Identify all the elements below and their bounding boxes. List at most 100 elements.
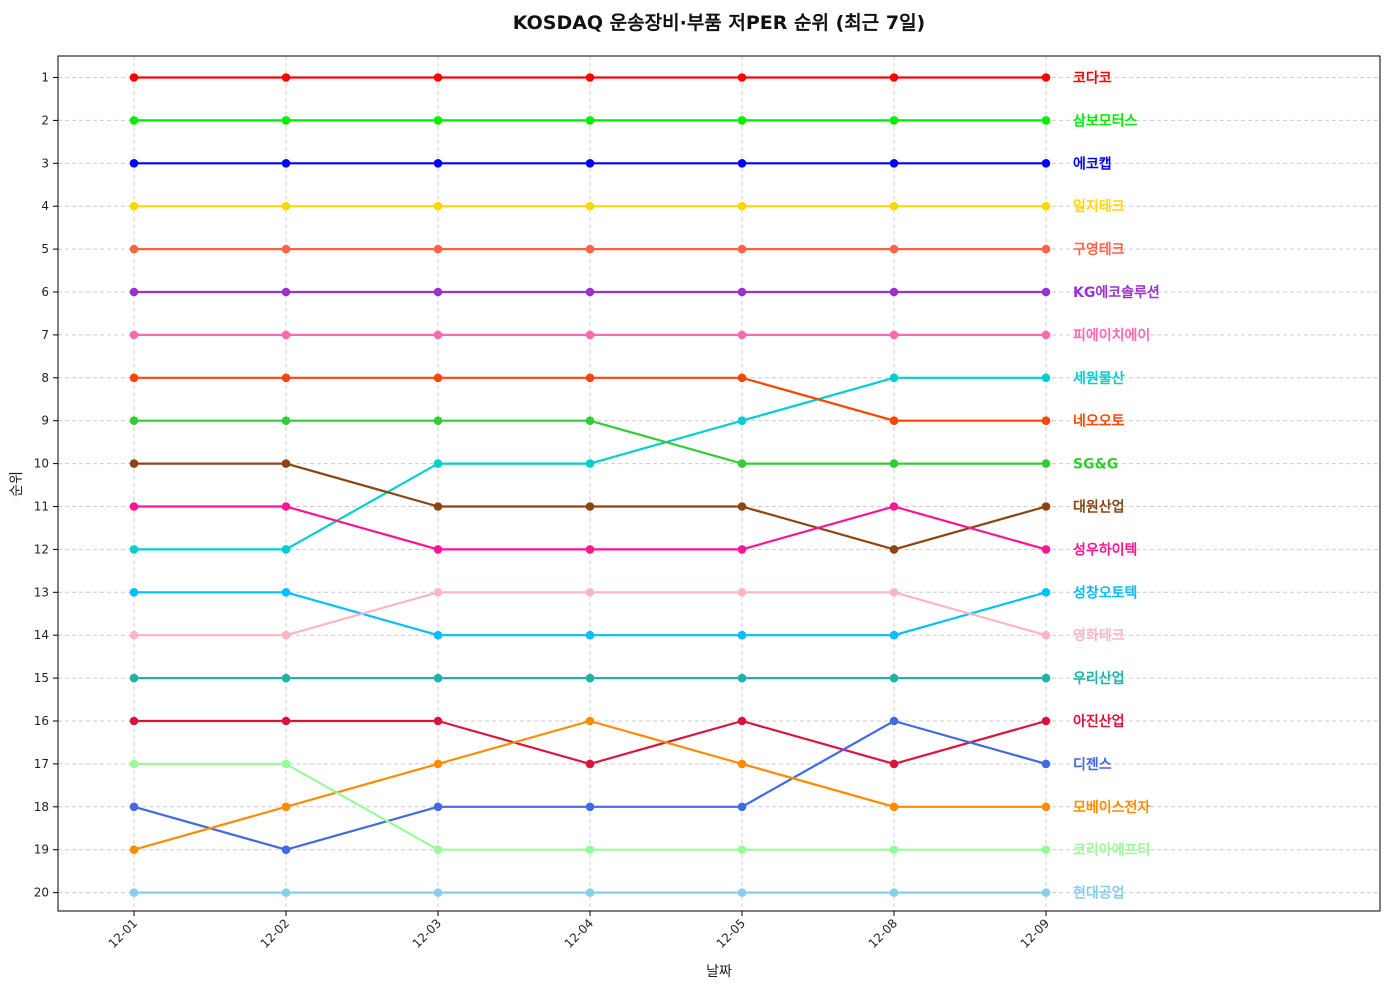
data-point [737, 244, 747, 254]
data-point [433, 330, 443, 340]
data-point [889, 459, 899, 468]
data-point [737, 373, 747, 383]
data-point [433, 545, 443, 554]
data-point [585, 330, 595, 340]
y-tick-label: 5 [41, 242, 49, 256]
data-point [433, 459, 443, 468]
data-point [1041, 330, 1051, 340]
data-point [129, 673, 139, 683]
series-end-label: 세원물산 [1073, 370, 1125, 387]
data-point [281, 845, 291, 854]
data-point [585, 759, 595, 769]
series-end-label: KG에코솔루션 [1073, 284, 1160, 301]
x-tick-label: 12-05 [714, 916, 749, 951]
data-point [433, 716, 443, 726]
series-line [129, 459, 1051, 554]
data-point [129, 201, 139, 211]
data-point [281, 630, 291, 640]
series-end-label: 성우하이텍 [1073, 541, 1137, 558]
data-point [585, 244, 595, 254]
data-point [1041, 673, 1051, 683]
data-point [737, 630, 747, 640]
data-point [889, 716, 899, 726]
x-tick-label: 12-09 [1018, 916, 1053, 951]
data-point [1041, 588, 1051, 597]
series-line [129, 716, 1051, 854]
data-point [1041, 502, 1051, 511]
data-point [433, 287, 443, 297]
data-point [585, 459, 595, 468]
y-tick-label: 18 [34, 800, 49, 814]
data-point [737, 716, 747, 726]
series-end-label: 현대공업 [1073, 886, 1125, 902]
data-point [737, 73, 747, 82]
data-point [889, 73, 899, 82]
x-tick-label: 12-04 [562, 916, 597, 951]
data-point [129, 116, 139, 125]
data-point [737, 416, 747, 426]
data-point [1041, 845, 1051, 854]
series-line [129, 244, 1051, 254]
data-point [1041, 630, 1051, 640]
data-point [129, 588, 139, 597]
x-axis-title: 날짜 [706, 964, 732, 980]
data-point [281, 116, 291, 125]
x-tick-label: 12-08 [866, 916, 901, 951]
series-line [129, 716, 1051, 854]
data-point [889, 244, 899, 254]
y-tick-label: 13 [34, 585, 49, 599]
series-line [129, 502, 1051, 554]
series-line [129, 373, 1051, 426]
y-tick-label: 9 [41, 414, 49, 428]
data-point [1041, 373, 1051, 383]
data-point [281, 545, 291, 554]
series-end-label: 성창오토텍 [1073, 584, 1137, 601]
data-point [281, 759, 291, 769]
data-point [281, 73, 291, 82]
data-point [1041, 159, 1051, 168]
data-point [737, 159, 747, 168]
data-point [585, 116, 595, 125]
data-point [433, 201, 443, 211]
data-point [1041, 459, 1051, 468]
y-tick-label: 20 [34, 886, 49, 900]
data-point [585, 159, 595, 168]
y-tick-label: 17 [34, 757, 49, 771]
data-point [1041, 201, 1051, 211]
data-point [737, 673, 747, 683]
y-tick-label: 16 [34, 714, 49, 728]
data-point [433, 630, 443, 640]
data-point [737, 545, 747, 554]
data-point [129, 759, 139, 769]
data-point [585, 545, 595, 554]
data-point [433, 373, 443, 383]
series-line [129, 201, 1051, 211]
plot-frame [57, 55, 1381, 912]
data-point [737, 287, 747, 297]
data-point [737, 588, 747, 597]
y-tick-label: 12 [34, 542, 49, 556]
data-point [1041, 545, 1051, 554]
series-line [129, 330, 1051, 340]
data-point [585, 630, 595, 640]
data-point [737, 759, 747, 769]
data-point [889, 845, 899, 854]
data-point [281, 416, 291, 426]
data-point [585, 373, 595, 383]
data-point [281, 244, 291, 254]
data-point [281, 502, 291, 511]
data-point [1041, 888, 1051, 897]
data-point [433, 244, 443, 254]
data-point [585, 716, 595, 726]
data-point [281, 673, 291, 683]
series-line [129, 287, 1051, 297]
y-tick-label: 19 [34, 843, 49, 857]
data-point [1041, 287, 1051, 297]
data-point [433, 802, 443, 812]
data-point [281, 330, 291, 340]
data-point [129, 545, 139, 554]
data-point [737, 201, 747, 211]
series-end-label: 대원산업 [1073, 499, 1125, 516]
y-axis-title: 순위 [9, 471, 25, 497]
chart-title: KOSDAQ 운송장비·부품 저PER 순위 (최근 7일) [513, 12, 926, 34]
